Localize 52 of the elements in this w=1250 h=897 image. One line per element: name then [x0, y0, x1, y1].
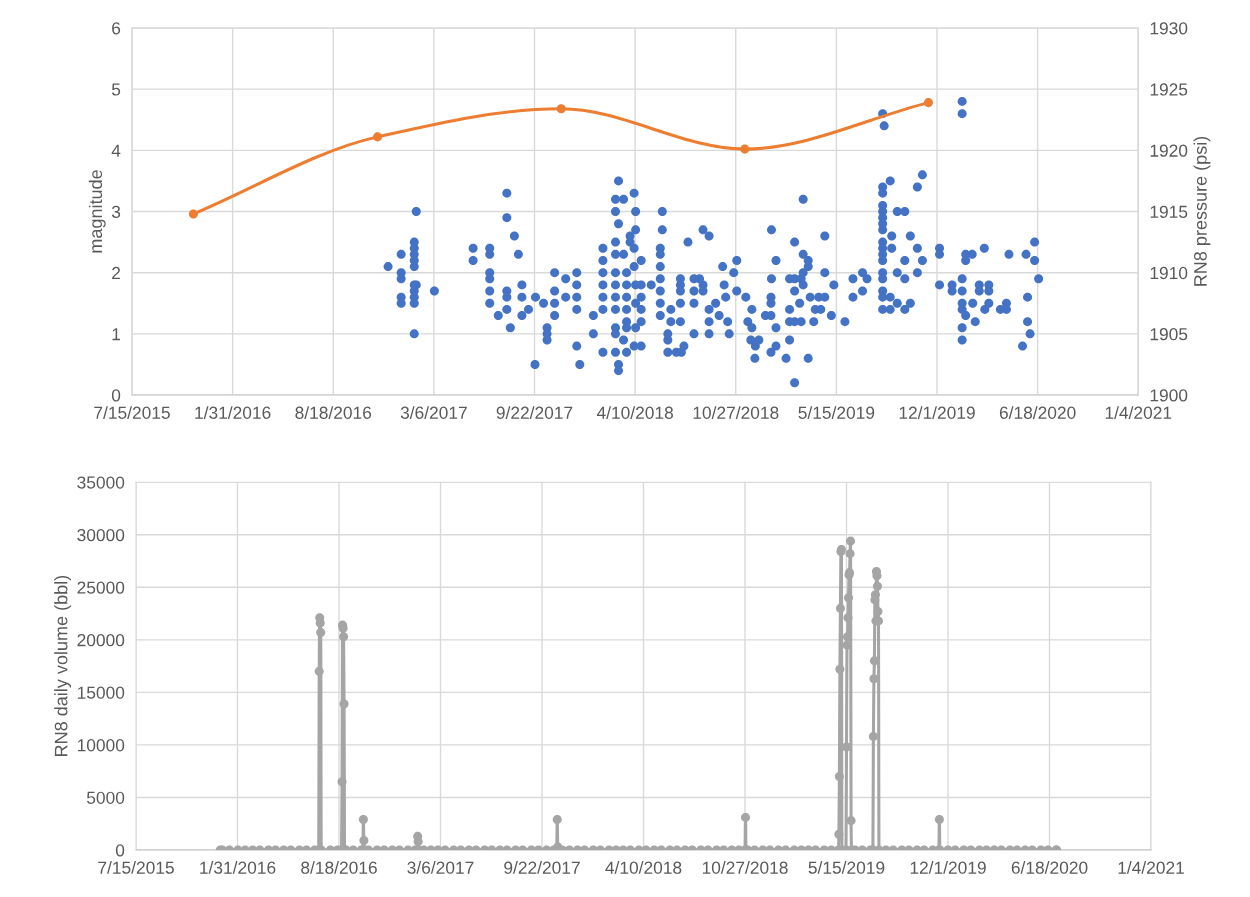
x-tick-label: 12/1/2019 — [910, 861, 986, 874]
x-tick-label: 3/6/2017 — [400, 406, 467, 419]
x-tick-label: 9/22/2017 — [496, 406, 573, 419]
x-tick-label: 4/10/2018 — [605, 861, 682, 874]
x-tick-label: 7/15/2015 — [98, 861, 174, 874]
y-axis-title: RN8 daily volume (bbl) — [54, 575, 72, 756]
x-tick-label: 6/18/2020 — [999, 406, 1076, 419]
x-tick-label: 9/22/2017 — [504, 861, 580, 874]
point — [923, 98, 933, 108]
y-tick-label: 35000 — [77, 476, 125, 489]
y-tick-label: 5000 — [86, 791, 125, 804]
y-tick-label: 6 — [112, 22, 121, 35]
y-tick-label: 20000 — [77, 634, 125, 647]
y-tick-label: 25000 — [77, 581, 125, 594]
y2-tick-label: 1910 — [1150, 266, 1188, 280]
y-tick-label: 0 — [115, 844, 125, 857]
point — [556, 104, 566, 114]
point — [373, 132, 383, 142]
y-axis-title: magnitude — [88, 170, 106, 253]
y-tick-label: 1 — [112, 328, 121, 341]
y-tick-label: 0 — [111, 389, 121, 402]
y2-tick-label: 1900 — [1150, 389, 1188, 402]
y2-tick-label: 1930 — [1150, 22, 1188, 35]
x-tick-label: 4/10/2018 — [596, 406, 673, 419]
x-tick-label: 1/31/2016 — [195, 406, 271, 419]
x-tick-label: 1/4/2021 — [1105, 406, 1172, 419]
point — [188, 209, 198, 219]
y2-axis-title: RN8 pressure (psi) — [1193, 136, 1211, 286]
x-tick-label: 8/18/2016 — [295, 406, 372, 419]
x-tick-label: 6/18/2020 — [1011, 861, 1088, 874]
x-tick-label: 5/15/2019 — [808, 861, 885, 874]
y-tick-label: 5 — [111, 83, 121, 96]
x-tick-label: 8/18/2016 — [301, 861, 377, 874]
x-tick-label: 3/6/2017 — [407, 861, 474, 874]
y2-tick-label: 1915 — [1150, 205, 1188, 218]
y-tick-label: 10000 — [77, 739, 125, 752]
point — [740, 144, 750, 154]
x-tick-label: 10/27/2018 — [702, 861, 788, 874]
y2-tick-label: 1925 — [1150, 83, 1188, 96]
x-tick-label: 7/15/2015 — [94, 406, 170, 419]
x-tick-label: 5/15/2019 — [798, 406, 875, 419]
y-tick-label: 4 — [111, 144, 121, 157]
x-tick-label: 1/4/2021 — [1118, 861, 1184, 874]
y2-tick-label: 1905 — [1150, 328, 1188, 341]
x-tick-label: 10/27/2018 — [693, 406, 779, 419]
x-tick-label: 12/1/2019 — [899, 406, 975, 419]
y-tick-label: 15000 — [77, 686, 125, 699]
x-tick-label: 1/31/2016 — [200, 861, 276, 874]
y2-tick-label: 1920 — [1150, 144, 1188, 157]
y-tick-label: 2 — [112, 266, 121, 279]
y-tick-label: 3 — [111, 205, 121, 218]
y-tick-label: 30000 — [77, 528, 125, 542]
